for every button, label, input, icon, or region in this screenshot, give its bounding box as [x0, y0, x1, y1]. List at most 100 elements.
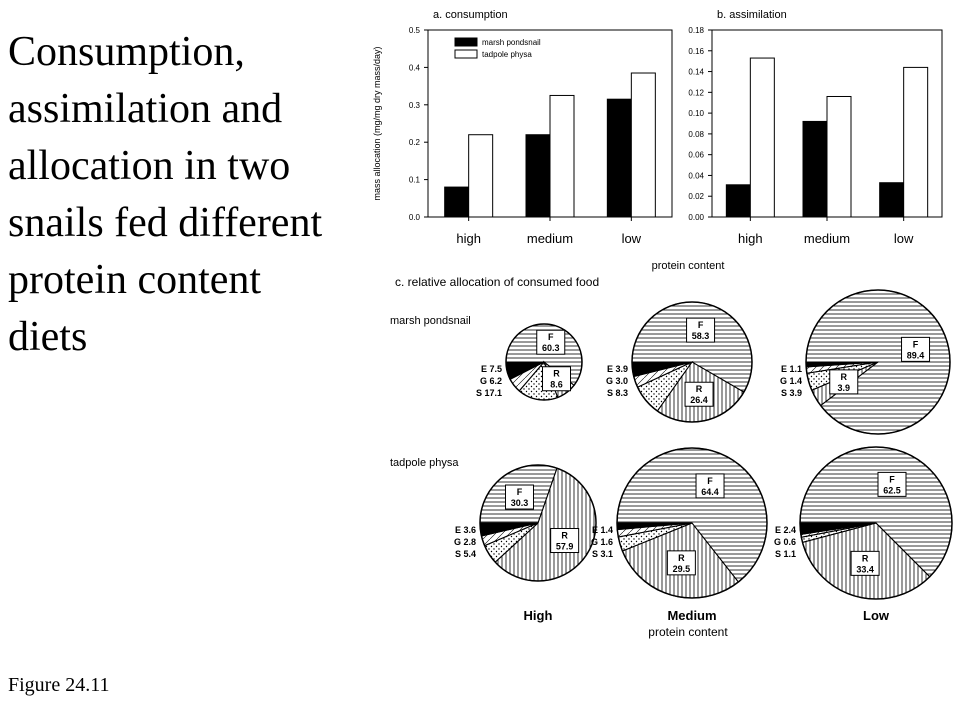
y-tick-label: 0.5 — [409, 26, 421, 35]
pie-slice-label: E 7.5 — [481, 364, 502, 374]
heading-line: Consumption, — [8, 29, 245, 75]
pie-slice-value: 3.9 — [837, 383, 850, 393]
heading-line: diets — [8, 314, 88, 360]
pie-slice-label: G 3.0 — [606, 376, 628, 386]
x-tick-label: high — [456, 231, 481, 246]
x-axis-label: protein content — [648, 625, 728, 639]
pie-slice-label: E 3.9 — [607, 364, 628, 374]
pie-label-box — [536, 329, 566, 355]
pie-row-label: tadpole physa — [390, 457, 459, 469]
legend-label: tadpole physa — [482, 50, 532, 59]
chart-title: a. consumption — [433, 9, 508, 21]
bar — [903, 66, 929, 218]
bar — [879, 182, 905, 218]
pie-label-box — [550, 528, 580, 554]
pie-label-box — [829, 369, 859, 395]
pie-slice-value: 30.3 — [511, 498, 529, 508]
pie-slice-value: 62.5 — [883, 485, 901, 495]
heading-line: snails fed different — [8, 200, 323, 246]
y-tick-label: 0.3 — [409, 101, 421, 110]
legend-swatch — [454, 37, 478, 47]
pie-slice-value: 64.4 — [701, 487, 719, 497]
y-tick-label: 0.00 — [688, 213, 704, 222]
pie-slice-value: 57.9 — [556, 542, 574, 552]
legend-swatch — [454, 49, 478, 59]
pie-slice-label: G 1.4 — [780, 376, 802, 386]
diet-label: High — [524, 608, 553, 623]
pie-slice-label: E 2.4 — [775, 525, 796, 535]
y-tick-label: 0.02 — [688, 192, 704, 201]
pie-label-box — [877, 471, 907, 497]
pie-outline — [616, 447, 768, 599]
bar — [525, 134, 551, 218]
pie-slice-key: F — [517, 487, 523, 497]
legend-label: marsh pondsnail — [482, 38, 541, 47]
pie-slice-label: E 3.6 — [455, 525, 476, 535]
x-axis-label: protein content — [652, 260, 725, 272]
x-tick-label: low — [622, 231, 642, 246]
pie-label-box — [901, 336, 931, 362]
pie-slice-key: R — [841, 372, 848, 382]
pie-label-box — [542, 366, 572, 392]
pie-slice-key: F — [548, 332, 554, 342]
pie-slice-label: E 1.4 — [592, 525, 613, 535]
pie-slice-label: G 2.8 — [454, 537, 476, 547]
y-tick-label: 0.14 — [688, 68, 704, 77]
pie-row-label: marsh pondsnail — [390, 315, 471, 327]
pie-slice-key: R — [678, 553, 685, 563]
pie-label-box — [684, 381, 714, 407]
y-tick-label: 0.04 — [688, 171, 704, 180]
chart-title: b. assimilation — [717, 9, 787, 21]
pie-slice-label: E 1.1 — [781, 364, 802, 374]
bar — [468, 134, 494, 218]
y-tick-label: 0.2 — [409, 138, 421, 147]
pie-slice-value: 33.4 — [856, 564, 874, 574]
pie-slice-label: G 1.6 — [591, 537, 613, 547]
y-tick-label: 0.12 — [688, 88, 704, 97]
heading-line: protein content — [8, 257, 262, 303]
y-tick-label: 0.1 — [409, 176, 421, 185]
pie-slice-key: R — [696, 384, 703, 394]
bar — [749, 57, 775, 218]
pie-slice-label: S 17.1 — [476, 388, 502, 398]
pie-slice-key: F — [707, 476, 713, 486]
y-tick-label: 0.0 — [409, 213, 421, 222]
y-tick-label: 0.16 — [688, 47, 704, 56]
pie-slice-key: R — [561, 531, 568, 541]
pie-label-box — [686, 317, 716, 343]
bar — [549, 94, 575, 218]
pie-slice-label: S 3.9 — [781, 388, 802, 398]
pie-label-box — [850, 550, 880, 576]
pie-label-box — [666, 550, 696, 576]
diet-label: Low — [863, 608, 890, 623]
slide-heading: Consumption, assimilation and allocation… — [8, 24, 378, 366]
pie-slice-label: G 0.6 — [774, 537, 796, 547]
pie-slice-key: F — [698, 320, 704, 330]
y-tick-label: 0.4 — [409, 63, 421, 72]
y-tick-label: 0.08 — [688, 130, 704, 139]
y-tick-label: 0.18 — [688, 26, 704, 35]
pie-outline — [479, 464, 597, 582]
pie-slice-key: R — [862, 553, 869, 563]
bar — [725, 184, 751, 218]
pie-slice-label: S 8.3 — [607, 388, 628, 398]
y-axis-label: mass allocation (mg/mg dry mass/day) — [372, 46, 382, 200]
heading-line: allocation in two — [8, 143, 291, 189]
x-tick-label: high — [738, 231, 763, 246]
pie-label-box — [695, 473, 725, 499]
x-tick-label: medium — [527, 231, 573, 246]
pie-outline — [631, 301, 753, 423]
pie-slice-value: 26.4 — [690, 395, 708, 405]
diet-label: Medium — [667, 608, 716, 623]
y-tick-label: 0.10 — [688, 109, 704, 118]
bar — [826, 95, 852, 218]
pie-slice-label: S 1.1 — [775, 549, 796, 559]
pie-slice-value: 58.3 — [692, 331, 710, 341]
y-tick-label: 0.06 — [688, 151, 704, 160]
bar — [630, 72, 656, 218]
pie-slice-key: F — [913, 339, 919, 349]
x-tick-label: medium — [804, 231, 850, 246]
pie-slice-label: G 6.2 — [480, 376, 502, 386]
chart-title: c. relative allocation of consumed food — [395, 275, 599, 289]
